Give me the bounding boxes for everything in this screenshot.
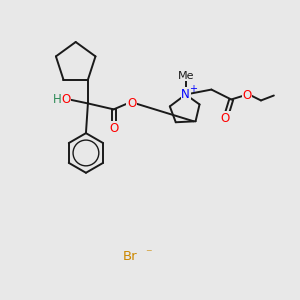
Text: O: O — [127, 97, 136, 110]
Text: Br: Br — [123, 250, 137, 263]
Text: H: H — [53, 93, 62, 106]
Text: Me: Me — [177, 71, 194, 81]
Text: O: O — [242, 89, 252, 102]
Text: ⁻: ⁻ — [145, 248, 151, 260]
Text: N: N — [181, 88, 190, 101]
Text: O: O — [221, 112, 230, 125]
Text: O: O — [109, 122, 118, 135]
Text: O: O — [61, 93, 71, 106]
Text: +: + — [189, 84, 196, 94]
